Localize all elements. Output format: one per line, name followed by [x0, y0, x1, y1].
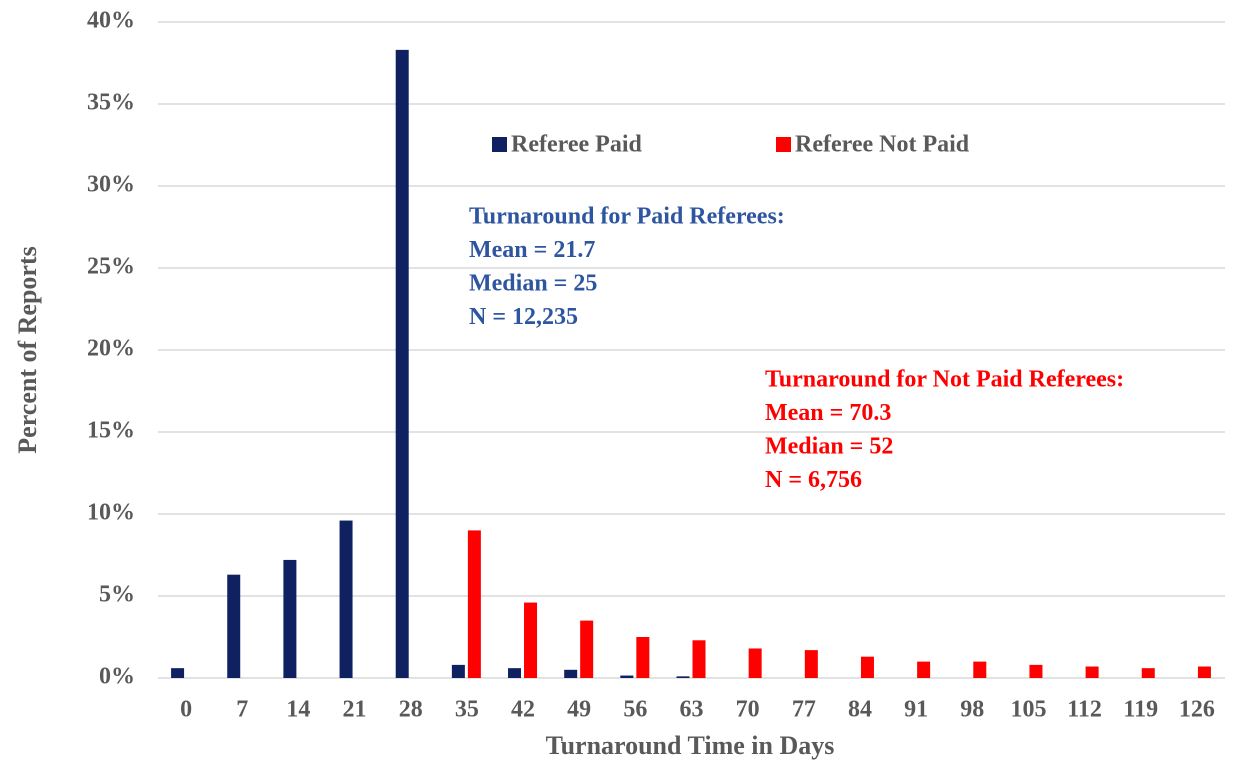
bar: [620, 675, 634, 678]
y-tick-label: 0%: [99, 664, 135, 690]
bar: [564, 669, 578, 678]
x-tick-label: 21: [343, 697, 367, 723]
annotation: N = 6,756: [765, 467, 862, 493]
bar: [524, 602, 538, 678]
bar: [1141, 668, 1155, 678]
annotation: Mean = 21.7: [469, 237, 595, 263]
x-tick-label: 126: [1179, 697, 1215, 723]
bar: [395, 49, 409, 678]
bar: [1029, 664, 1043, 678]
y-tick-label: 40%: [87, 8, 135, 34]
x-tick-label: 91: [904, 697, 928, 723]
y-tick-label: 35%: [87, 90, 135, 116]
x-tick-label: 70: [736, 697, 760, 723]
y-tick-label: 5%: [99, 582, 135, 608]
bar: [1085, 666, 1099, 678]
bar: [917, 661, 931, 678]
annotation: N = 12,235: [469, 304, 578, 330]
bar: [227, 574, 241, 678]
bar: [676, 676, 690, 678]
x-tick-label: 119: [1123, 697, 1158, 723]
x-tick-label: 0: [180, 697, 192, 723]
y-tick-label: 30%: [87, 172, 135, 198]
y-tick-label: 25%: [87, 254, 135, 280]
x-tick-label: 42: [511, 697, 535, 723]
x-tick-label: 56: [623, 697, 647, 723]
bar: [804, 650, 818, 678]
x-tick-label: 49: [567, 697, 591, 723]
legend-swatch: [776, 137, 791, 152]
annotation: Mean = 70.3: [765, 400, 891, 426]
bar: [1197, 666, 1211, 678]
x-tick-label: 105: [1010, 697, 1046, 723]
x-tick-label: 98: [960, 697, 984, 723]
x-tick-label: 14: [286, 697, 310, 723]
x-tick-label: 77: [792, 697, 816, 723]
bar: [973, 661, 987, 678]
bar: [339, 520, 353, 678]
annotation: Turnaround for Not Paid Referees:: [765, 367, 1124, 393]
y-tick-label: 10%: [87, 500, 135, 526]
annotation: Median = 25: [469, 271, 597, 297]
bar: [508, 668, 522, 678]
bar: [636, 637, 650, 678]
annotation: Median = 52: [765, 434, 893, 460]
bar: [283, 559, 297, 678]
legend-swatch: [492, 137, 507, 152]
x-axis-title: Turnaround Time in Days: [546, 731, 835, 760]
bar: [580, 620, 594, 678]
legend-label: Referee Not Paid: [795, 132, 970, 158]
x-tick-label: 28: [399, 697, 423, 723]
bar: [692, 640, 706, 678]
bar: [171, 668, 185, 678]
y-tick-label: 15%: [87, 418, 135, 444]
bar: [748, 648, 762, 678]
annotation: Turnaround for Paid Referees:: [469, 204, 785, 230]
x-tick-label: 35: [455, 697, 479, 723]
bar: [467, 530, 481, 678]
y-tick-label: 20%: [87, 336, 135, 362]
bar: [860, 656, 874, 678]
bar: [451, 664, 465, 678]
legend-label: Referee Paid: [511, 132, 642, 158]
x-tick-label: 7: [236, 697, 248, 723]
x-tick-label: 84: [848, 697, 872, 723]
x-tick-label: 112: [1067, 697, 1102, 723]
y-axis-title: Percent of Reports: [13, 246, 42, 453]
x-tick-label: 63: [680, 697, 704, 723]
